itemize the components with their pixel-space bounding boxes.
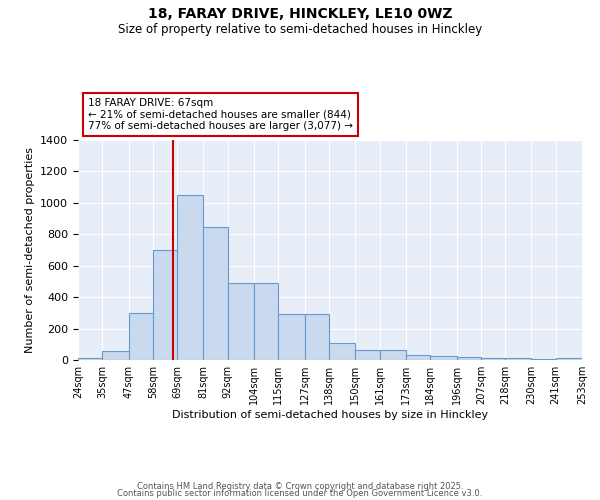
Bar: [481, 358, 505, 360]
Text: 18 FARAY DRIVE: 67sqm
← 21% of semi-detached houses are smaller (844)
77% of sem: 18 FARAY DRIVE: 67sqm ← 21% of semi-deta…: [88, 98, 353, 131]
Text: Contains public sector information licensed under the Open Government Licence v3: Contains public sector information licen…: [118, 488, 482, 498]
Bar: [556, 358, 582, 360]
Bar: [305, 314, 329, 360]
Y-axis label: Number of semi-detached properties: Number of semi-detached properties: [25, 147, 35, 353]
Bar: [278, 314, 305, 360]
Bar: [203, 227, 227, 360]
Bar: [430, 356, 457, 360]
Bar: [457, 357, 481, 360]
Bar: [582, 359, 600, 360]
Text: 18, FARAY DRIVE, HINCKLEY, LE10 0WZ: 18, FARAY DRIVE, HINCKLEY, LE10 0WZ: [148, 8, 452, 22]
Bar: [128, 313, 153, 360]
Bar: [329, 342, 355, 360]
Bar: [254, 283, 278, 360]
Bar: [505, 358, 532, 360]
X-axis label: Distribution of semi-detached houses by size in Hinckley: Distribution of semi-detached houses by …: [172, 410, 488, 420]
Bar: [355, 350, 380, 360]
Bar: [78, 358, 102, 360]
Bar: [177, 195, 203, 360]
Text: Size of property relative to semi-detached houses in Hinckley: Size of property relative to semi-detach…: [118, 22, 482, 36]
Bar: [380, 350, 406, 360]
Bar: [532, 359, 556, 360]
Bar: [102, 350, 128, 360]
Text: Contains HM Land Registry data © Crown copyright and database right 2025.: Contains HM Land Registry data © Crown c…: [137, 482, 463, 491]
Bar: [406, 354, 430, 360]
Bar: [153, 250, 177, 360]
Bar: [227, 283, 254, 360]
